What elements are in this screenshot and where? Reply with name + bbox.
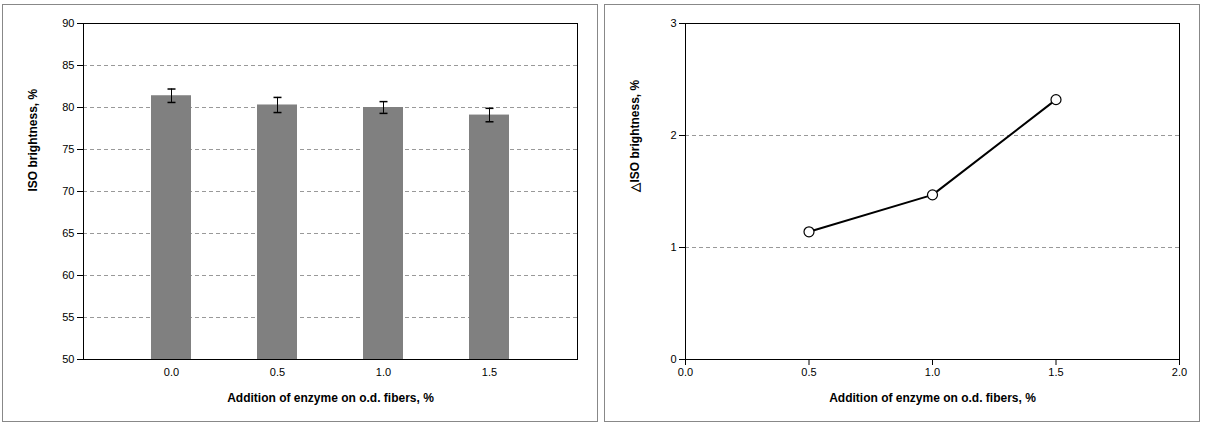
- svg-text:1: 1: [670, 241, 676, 253]
- svg-text:65: 65: [62, 227, 74, 239]
- svg-text:Addition of enzyme on o.d. fib: Addition of enzyme on o.d. fibers, %: [227, 391, 434, 405]
- svg-text:ISO brightness, %: ISO brightness, %: [26, 88, 40, 191]
- svg-text:1.5: 1.5: [1048, 366, 1063, 378]
- svg-text:2: 2: [670, 129, 676, 141]
- svg-text:60: 60: [62, 269, 74, 281]
- svg-text:1.5: 1.5: [482, 366, 497, 378]
- svg-text:0: 0: [670, 353, 676, 365]
- svg-text:75: 75: [62, 143, 74, 155]
- svg-text:△ISO brightness, %: △ISO brightness, %: [628, 79, 642, 192]
- svg-text:0.5: 0.5: [801, 366, 816, 378]
- svg-text:2.0: 2.0: [1172, 366, 1187, 378]
- svg-text:0.0: 0.0: [678, 366, 693, 378]
- svg-text:0.0: 0.0: [164, 366, 179, 378]
- svg-text:80: 80: [62, 101, 74, 113]
- svg-text:1.0: 1.0: [376, 366, 391, 378]
- svg-text:Addition of enzyme on o.d. fib: Addition of enzyme on o.d. fibers, %: [829, 391, 1036, 405]
- svg-text:3: 3: [670, 17, 676, 29]
- svg-text:85: 85: [62, 59, 74, 71]
- svg-text:70: 70: [62, 185, 74, 197]
- svg-text:50: 50: [62, 353, 74, 365]
- svg-text:55: 55: [62, 311, 74, 323]
- svg-text:1.0: 1.0: [925, 366, 940, 378]
- svg-text:90: 90: [62, 17, 74, 29]
- svg-text:0.5: 0.5: [270, 366, 285, 378]
